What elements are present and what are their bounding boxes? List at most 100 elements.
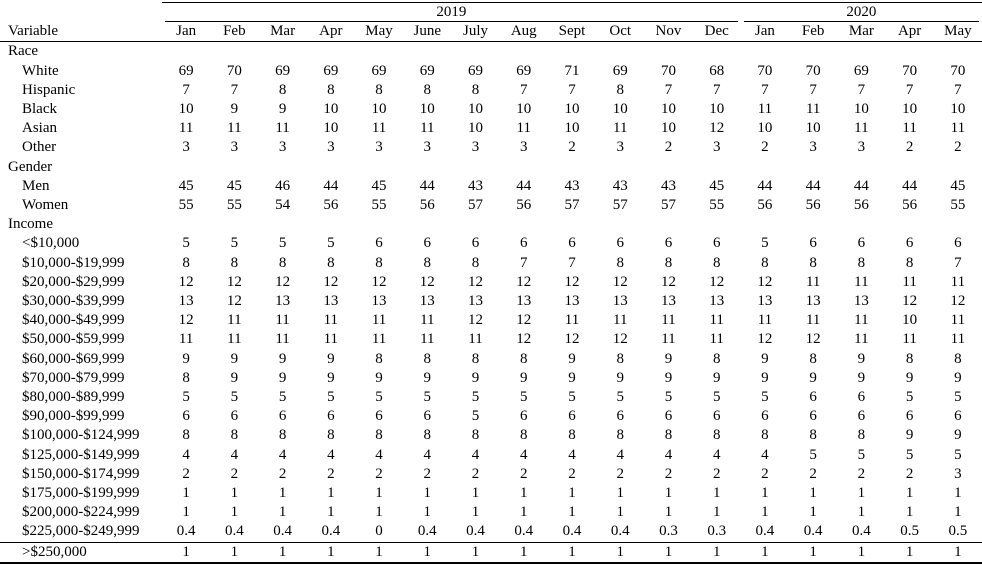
value-cell: 45 bbox=[709, 177, 725, 194]
value-cell: 8 bbox=[471, 350, 480, 367]
value-cell: 12 bbox=[226, 293, 242, 310]
value-cell: 11 bbox=[661, 312, 676, 329]
month-label: Apr bbox=[306, 22, 355, 43]
row-label: >$250,000 bbox=[0, 541, 162, 563]
value-cell: 8 bbox=[327, 254, 335, 271]
value-cell: 13 bbox=[468, 293, 484, 310]
value-cell: 0.4 bbox=[224, 523, 244, 540]
value-cell: 70 bbox=[660, 62, 676, 79]
value-cell: 68 bbox=[709, 62, 725, 79]
value-cell: 69 bbox=[419, 62, 435, 79]
value-cell: 69 bbox=[371, 62, 387, 79]
value-cell: 6 bbox=[664, 235, 673, 252]
value-cell: 2 bbox=[278, 465, 287, 482]
value-cell: 9 bbox=[375, 369, 383, 386]
row-label: $20,000-$29,999 bbox=[22, 273, 125, 290]
value-cell: 10 bbox=[468, 120, 484, 137]
value-cell: 2 bbox=[568, 465, 576, 482]
table-row: Asian 11 11 11 10 11 11 10 11 10 11 10 12 10 10 11 11 11 bbox=[0, 119, 982, 138]
value-cell: 3 bbox=[809, 139, 817, 156]
value-cell: 0.4 bbox=[273, 523, 292, 540]
value-cell: 12 bbox=[468, 273, 484, 290]
value-cell: 4 bbox=[423, 446, 432, 463]
table-row: Black 10 9 9 10 10 10 10 10 10 10 10 10 11 11 10 10 10 bbox=[0, 100, 982, 119]
value-cell: 1 bbox=[306, 541, 355, 563]
value-cell: 2 bbox=[857, 465, 866, 482]
value-cell: 5 bbox=[568, 389, 576, 406]
value-cell: 9 bbox=[761, 369, 769, 386]
value-cell: 1 bbox=[692, 541, 741, 563]
value-cell: 8 bbox=[182, 427, 190, 444]
value-cell: 10 bbox=[853, 101, 869, 118]
value-cell: 1 bbox=[857, 504, 866, 521]
value-cell: 1 bbox=[230, 504, 239, 521]
value-cell: 44 bbox=[853, 177, 869, 194]
value-cell: 3 bbox=[616, 139, 624, 156]
value-cell: 12 bbox=[178, 312, 194, 329]
value-cell: 10 bbox=[178, 101, 194, 118]
value-cell: 1 bbox=[423, 504, 432, 521]
value-cell: 11 bbox=[371, 312, 387, 329]
value-cell: 2 bbox=[905, 139, 914, 156]
value-cell: 8 bbox=[278, 254, 287, 271]
table-row: Men 45 45 46 44 45 44 43 44 43 43 43 45 44 44 44 44 45 bbox=[0, 177, 982, 196]
value-cell: 9 bbox=[954, 427, 962, 444]
value-cell: 43 bbox=[612, 177, 628, 194]
value-cell: 0.5 bbox=[948, 523, 968, 540]
value-cell: 4 bbox=[278, 446, 287, 463]
value-cell: 8 bbox=[664, 254, 673, 271]
value-cell: 1 bbox=[761, 504, 769, 521]
value-cell: 55 bbox=[950, 197, 966, 214]
value-cell: 0.4 bbox=[514, 523, 534, 540]
value-cell: 8 bbox=[278, 81, 287, 98]
value-cell: 9 bbox=[712, 369, 721, 386]
value-cell: 2 bbox=[664, 465, 673, 482]
value-cell: 9 bbox=[905, 369, 914, 386]
value-cell: 10 bbox=[468, 101, 484, 118]
value-cell: 13 bbox=[419, 293, 435, 310]
value-cell: 2 bbox=[182, 465, 190, 482]
value-cell: 12 bbox=[371, 273, 387, 290]
table-row: $100,000-$124,999 8 8 8 8 8 8 8 8 8 8 8 8 8 8 8 9 9 bbox=[0, 426, 982, 445]
value-cell: 44 bbox=[323, 177, 339, 194]
section-header-row: Race bbox=[0, 42, 982, 62]
value-cell: 1 bbox=[664, 504, 673, 521]
value-cell: 5 bbox=[423, 389, 432, 406]
value-cell: 1 bbox=[327, 485, 335, 502]
table-row: $10,000-$19,999 8 8 8 8 8 8 8 7 7 8 8 8 8 8 8 8 7 bbox=[0, 254, 982, 273]
value-cell: 12 bbox=[757, 331, 773, 348]
value-cell: 2 bbox=[616, 465, 624, 482]
value-cell: 4 bbox=[375, 446, 383, 463]
value-cell: 8 bbox=[423, 81, 432, 98]
value-cell: 69 bbox=[275, 62, 291, 79]
value-cell: 3 bbox=[712, 139, 721, 156]
value-cell: 3 bbox=[471, 139, 480, 156]
value-cell: 6 bbox=[905, 235, 914, 252]
value-cell: 56 bbox=[757, 197, 773, 214]
value-cell: 7 bbox=[761, 81, 769, 98]
value-cell: 13 bbox=[709, 293, 725, 310]
value-cell: 2 bbox=[471, 465, 480, 482]
value-cell: 55 bbox=[226, 197, 242, 214]
value-cell: 10 bbox=[660, 101, 676, 118]
row-label: $100,000-$124,999 bbox=[22, 427, 140, 444]
value-cell: 9 bbox=[664, 350, 673, 367]
value-cell: 11 bbox=[420, 312, 435, 329]
value-cell: 1 bbox=[789, 541, 838, 563]
value-cell: 5 bbox=[616, 389, 624, 406]
value-cell: 56 bbox=[516, 197, 532, 214]
value-cell: 12 bbox=[275, 273, 291, 290]
table-row: <$10,000 5 5 5 5 6 6 6 6 6 6 6 6 5 6 6 6 6 bbox=[0, 234, 982, 253]
value-cell: 11 bbox=[178, 120, 194, 137]
value-cell: 1 bbox=[664, 485, 673, 502]
row-label: $10,000-$19,999 bbox=[22, 254, 125, 271]
value-cell: 45 bbox=[950, 177, 966, 194]
value-cell: 1 bbox=[327, 504, 335, 521]
value-cell: 8 bbox=[905, 254, 914, 271]
value-cell: 1 bbox=[616, 485, 624, 502]
value-cell: 45 bbox=[226, 177, 242, 194]
value-cell: 12 bbox=[323, 273, 339, 290]
value-cell: 57 bbox=[468, 197, 484, 214]
month-label: Mar bbox=[837, 22, 886, 43]
value-cell: 8 bbox=[954, 350, 962, 367]
